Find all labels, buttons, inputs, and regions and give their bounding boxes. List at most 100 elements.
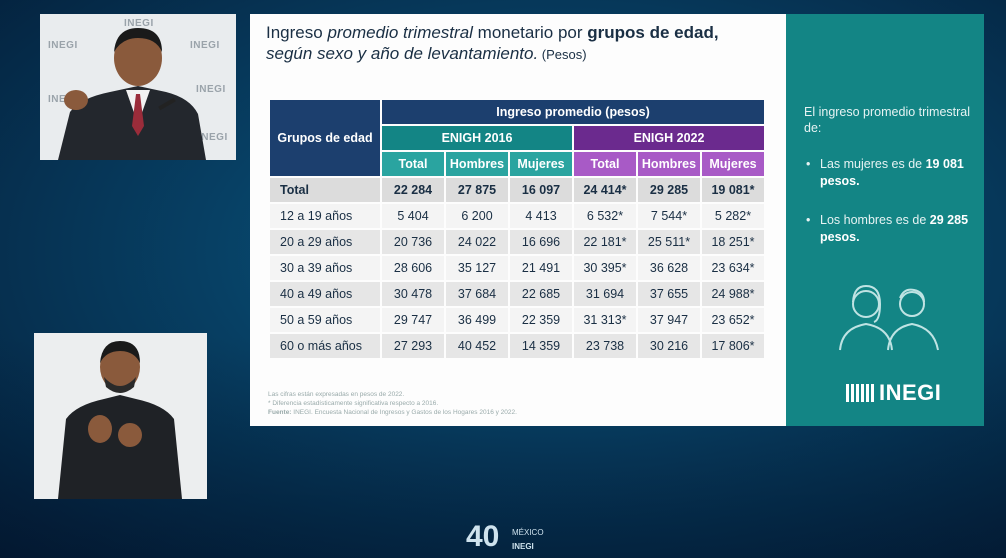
header-average-income: Ingreso promedio (pesos)	[382, 100, 764, 124]
income-table: Grupos de edad Ingreso promedio (pesos) …	[268, 98, 766, 360]
table-cell: 31 694	[574, 282, 636, 306]
table-cell: 29 747	[382, 308, 444, 332]
watermark: INEGI	[124, 18, 154, 29]
row-label: 40 a 49 años	[270, 282, 380, 306]
table-cell: 30 395*	[574, 256, 636, 280]
anniversary-text: MÉXICO	[512, 528, 544, 537]
table-notes: Las cifras están expresadas en pesos de …	[268, 390, 688, 417]
inegi-logo: INEGI	[846, 380, 941, 406]
table-cell: 36 628	[638, 256, 700, 280]
presentation-slide: Ingreso promedio trimestral monetario po…	[250, 14, 984, 426]
table-cell: 40 452	[446, 334, 508, 358]
table-cell: 16 696	[510, 230, 572, 254]
title-unit: (Pesos)	[538, 47, 587, 62]
table-cell: 25 511*	[638, 230, 700, 254]
table-cell: 5 404	[382, 204, 444, 228]
people-icon	[839, 284, 939, 351]
anniversary-number: 40	[466, 520, 500, 553]
table-cell: 23 738	[574, 334, 636, 358]
header-age-group: Grupos de edad	[270, 100, 380, 176]
row-label: 12 a 19 años	[270, 204, 380, 228]
row-label: 50 a 59 años	[270, 308, 380, 332]
subheader-men-2022: Hombres	[638, 152, 700, 176]
watermark: INEGI	[190, 40, 220, 51]
note-line: * Diferencia estadísticamente significat…	[268, 400, 439, 407]
bullet-text: Los hombres es de	[820, 213, 930, 227]
table-cell: 37 947	[638, 308, 700, 332]
subheader-total-2016: Total	[382, 152, 444, 176]
table-cell: 17 806*	[702, 334, 764, 358]
note-line: Las cifras están expresadas en pesos de …	[268, 391, 405, 398]
subheader-women-2022: Mujeres	[702, 152, 764, 176]
table-cell: 37 684	[446, 282, 508, 306]
table-cell: 27 875	[446, 178, 508, 202]
table-row: Total 22 284 27 875 16 097 24 414* 29 28…	[270, 178, 764, 202]
inegi-logo-mark	[846, 384, 876, 402]
logo-text: INEGI	[879, 380, 942, 405]
table-cell: 20 736	[382, 230, 444, 254]
table-cell: 36 499	[446, 308, 508, 332]
table-cell: 18 251*	[702, 230, 764, 254]
watermark: INEGI	[48, 40, 78, 51]
title-text: Ingreso	[266, 23, 328, 42]
title-text: según sexo y año de levantamiento.	[266, 44, 539, 63]
table-cell: 37 655	[638, 282, 700, 306]
summary-panel: El ingreso promedio trimestral de: • Las…	[786, 14, 984, 426]
bullet-dot: •	[806, 157, 811, 171]
table-row: 40 a 49 años 30 478 37 684 22 685 31 694…	[270, 282, 764, 306]
table-cell: 14 359	[510, 334, 572, 358]
header-enigh-2022: ENIGH 2022	[574, 126, 764, 150]
row-label: 30 a 39 años	[270, 256, 380, 280]
bullet-value: 19 081 pesos.	[820, 157, 964, 188]
table-cell: 24 414*	[574, 178, 636, 202]
table-cell: 28 606	[382, 256, 444, 280]
bullet-dot: •	[806, 213, 811, 227]
interpreter-figure	[58, 341, 182, 499]
table-row: 20 a 29 años 20 736 24 022 16 696 22 181…	[270, 230, 764, 254]
title-text: monetario por	[472, 23, 588, 42]
table-cell: 27 293	[382, 334, 444, 358]
table-cell: 23 634*	[702, 256, 764, 280]
table-cell: 7 544*	[638, 204, 700, 228]
table-cell: 24 988*	[702, 282, 764, 306]
note-source: Fuente: INEGI. Encuesta Nacional de Ingr…	[268, 408, 688, 417]
row-label: Total	[270, 178, 380, 202]
table-cell: 16 097	[510, 178, 572, 202]
bullet-text: Las mujeres es de	[820, 157, 926, 171]
table-cell: 30 216	[638, 334, 700, 358]
table-cell: 22 359	[510, 308, 572, 332]
table-cell: 6 200	[446, 204, 508, 228]
table-cell: 30 478	[382, 282, 444, 306]
source-label: Fuente:	[268, 409, 292, 416]
bullet-men: • Los hombres es de 29 285 pesos.	[806, 212, 978, 246]
table-cell: 22 284	[382, 178, 444, 202]
header-enigh-2016: ENIGH 2016	[382, 126, 572, 150]
interpreter-video	[34, 333, 207, 499]
table-row: 60 o más años 27 293 40 452 14 359 23 73…	[270, 334, 764, 358]
watermark: INEGI	[196, 84, 226, 95]
row-label: 20 a 29 años	[270, 230, 380, 254]
subheader-men-2016: Hombres	[446, 152, 508, 176]
bullet-value: 29 285 pesos.	[820, 213, 969, 244]
table-cell: 23 652*	[702, 308, 764, 332]
bullet-women: • Las mujeres es de 19 081 pesos.	[806, 156, 978, 190]
table-cell: 5 282*	[702, 204, 764, 228]
table-cell: 6 532*	[574, 204, 636, 228]
anniversary-text: INEGI	[512, 542, 534, 551]
title-text: grupos de edad,	[587, 23, 719, 42]
title-text: promedio trimestral	[327, 23, 473, 42]
source-text: INEGI. Encuesta Nacional de Ingresos y G…	[291, 409, 517, 416]
table-cell: 22 181*	[574, 230, 636, 254]
table-row: 12 a 19 años 5 404 6 200 4 413 6 532* 7 …	[270, 204, 764, 228]
table-cell: 22 685	[510, 282, 572, 306]
table-row: 50 a 59 años 29 747 36 499 22 359 31 313…	[270, 308, 764, 332]
slide-title: Ingreso promedio trimestral monetario po…	[266, 22, 786, 65]
watermark: INEGI	[48, 94, 78, 105]
presenter-figure	[58, 28, 206, 160]
table-cell: 21 491	[510, 256, 572, 280]
table-cell: 29 285	[638, 178, 700, 202]
panel-intro: El ingreso promedio trimestral de:	[804, 105, 971, 135]
table-cell: 31 313*	[574, 308, 636, 332]
table-cell: 4 413	[510, 204, 572, 228]
table-cell: 19 081*	[702, 178, 764, 202]
